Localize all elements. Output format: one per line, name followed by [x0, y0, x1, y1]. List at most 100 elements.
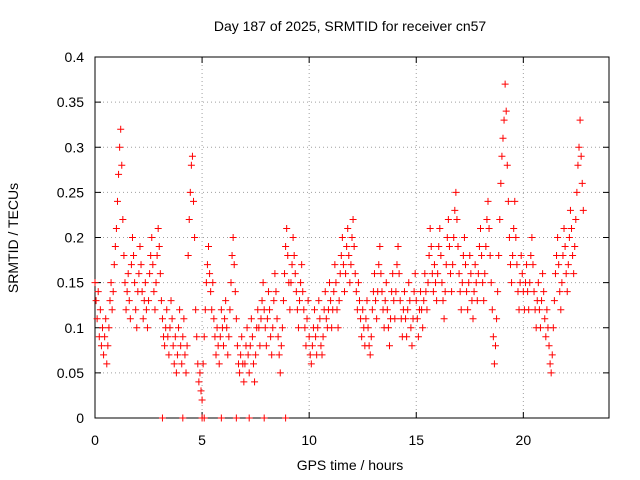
data-point — [137, 261, 145, 269]
data-point — [251, 378, 259, 386]
data-point — [457, 306, 465, 314]
data-point — [282, 414, 290, 422]
data-point — [173, 351, 181, 359]
data-point — [344, 224, 352, 232]
data-point — [463, 288, 471, 296]
data-point — [272, 288, 280, 296]
data-point — [240, 378, 248, 386]
y-tick-label: 0.25 — [57, 184, 84, 200]
data-point — [273, 315, 281, 323]
data-point — [483, 215, 491, 223]
data-point — [438, 279, 446, 287]
data-point — [275, 351, 283, 359]
data-point — [421, 270, 429, 278]
data-point — [199, 360, 207, 368]
data-point — [384, 324, 392, 332]
data-point — [249, 360, 257, 368]
data-point — [220, 342, 227, 350]
data-point — [376, 243, 384, 251]
data-point — [355, 297, 363, 305]
data-point — [232, 315, 240, 323]
data-point — [404, 306, 412, 314]
data-point — [125, 297, 133, 305]
data-point — [392, 288, 400, 296]
data-point — [94, 288, 102, 296]
data-point — [299, 288, 307, 296]
data-point — [108, 306, 116, 314]
data-point — [155, 243, 163, 251]
data-point — [187, 161, 195, 169]
data-point — [200, 414, 208, 422]
data-point — [517, 252, 525, 260]
data-point — [331, 261, 339, 269]
data-point — [151, 306, 159, 314]
data-point — [247, 315, 255, 323]
data-point — [498, 152, 506, 160]
data-point — [269, 324, 277, 332]
data-point — [543, 306, 551, 314]
data-point — [482, 243, 490, 251]
data-point — [435, 243, 443, 251]
data-point — [467, 270, 475, 278]
data-point — [241, 360, 249, 368]
data-point — [456, 288, 464, 296]
data-point — [381, 297, 389, 305]
data-point — [316, 315, 324, 323]
data-point — [508, 279, 516, 287]
axis-ticks: 0 0.05 0.1 0.15 0.2 0.25 0.3 0.35 0.4 0 5 10 15 20 — [57, 49, 609, 448]
data-point — [480, 297, 488, 305]
data-point — [488, 306, 496, 314]
data-point — [472, 279, 480, 287]
data-point — [568, 224, 576, 232]
data-point — [122, 306, 130, 314]
data-point — [465, 279, 473, 287]
data-point — [341, 288, 349, 296]
data-point — [547, 369, 555, 377]
data-point — [100, 351, 108, 359]
data-point — [260, 414, 268, 422]
data-point — [182, 369, 190, 377]
data-point — [257, 315, 265, 323]
data-point — [107, 279, 115, 287]
data-point — [383, 306, 391, 314]
data-point — [303, 315, 311, 323]
data-point — [366, 351, 374, 359]
data-point — [486, 252, 494, 260]
data-point — [426, 224, 434, 232]
data-point — [206, 270, 214, 278]
data-point — [97, 342, 105, 350]
data-point — [120, 252, 128, 260]
data-point — [541, 315, 549, 323]
data-point — [109, 288, 117, 296]
data-point — [400, 288, 408, 296]
data-point — [158, 414, 166, 422]
data-point — [542, 333, 550, 341]
data-point — [453, 215, 461, 223]
data-point — [191, 234, 199, 241]
data-point — [264, 288, 272, 296]
data-point — [408, 342, 416, 350]
data-point — [505, 234, 513, 241]
data-point — [259, 279, 267, 287]
data-point — [358, 333, 366, 341]
data-point — [338, 234, 346, 241]
data-point — [279, 297, 287, 305]
data-point — [378, 288, 386, 296]
data-point — [455, 270, 463, 278]
data-point — [454, 243, 462, 251]
data-point — [569, 252, 577, 260]
data-point — [402, 315, 410, 323]
data-point — [207, 288, 215, 296]
data-point — [425, 252, 433, 260]
data-point — [202, 279, 210, 287]
data-point — [390, 297, 398, 305]
data-point — [490, 360, 498, 368]
data-point — [414, 333, 422, 341]
data-point — [524, 288, 532, 296]
data-point — [178, 360, 186, 368]
data-point — [228, 252, 236, 260]
data-point — [494, 288, 502, 296]
data-point — [197, 387, 205, 395]
y-tick-label: 0.1 — [65, 320, 85, 336]
data-point — [262, 342, 270, 350]
